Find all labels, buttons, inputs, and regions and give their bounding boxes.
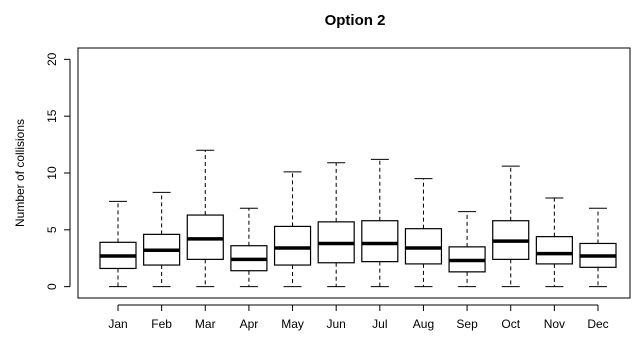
box-may xyxy=(273,171,312,288)
y-axis-label: Number of collisions xyxy=(13,119,27,227)
x-tick-label-jul: Jul xyxy=(372,317,387,331)
x-tick-label-nov: Nov xyxy=(544,317,565,331)
box-dec xyxy=(579,207,617,288)
box-apr xyxy=(230,207,268,288)
x-tick-label-jan: Jan xyxy=(108,317,127,331)
y-tick-label: 0 xyxy=(45,283,59,290)
box-aug xyxy=(404,178,443,288)
y-axis: 0 5 10 15 20 xyxy=(45,52,71,290)
box-jan xyxy=(99,200,137,288)
box-mar xyxy=(186,149,224,288)
x-tick-label-dec: Dec xyxy=(587,317,608,331)
x-axis: Jan Feb Mar Apr May Jun Jul Aug Sep Oct Nov Dec xyxy=(108,304,609,331)
y-tick-label: 20 xyxy=(45,52,59,66)
x-tick-label-sep: Sep xyxy=(456,317,478,331)
x-tick-label-aug: Aug xyxy=(413,317,434,331)
y-tick-label: 10 xyxy=(45,166,59,180)
chart-title: Option 2 xyxy=(325,12,386,29)
box-jun xyxy=(317,162,355,288)
boxes-group xyxy=(99,149,617,288)
box-oct xyxy=(492,165,530,288)
iqr-box xyxy=(273,225,312,266)
iqr-box xyxy=(361,220,399,263)
box-feb xyxy=(143,191,181,288)
y-tick-label: 15 xyxy=(45,109,59,123)
plot-frame xyxy=(77,47,631,299)
box-nov xyxy=(535,197,573,288)
x-tick-label-jun: Jun xyxy=(327,317,346,331)
iqr-box xyxy=(535,236,573,265)
x-tick-label-apr: Apr xyxy=(240,317,259,331)
x-tick-label-mar: Mar xyxy=(195,317,216,331)
box-sep xyxy=(448,211,486,288)
x-tick-label-oct: Oct xyxy=(501,317,520,331)
x-tick-label-may: May xyxy=(281,317,304,331)
box-jul xyxy=(361,158,399,288)
x-tick-label-feb: Feb xyxy=(151,317,172,331)
y-tick-label: 5 xyxy=(45,226,59,233)
